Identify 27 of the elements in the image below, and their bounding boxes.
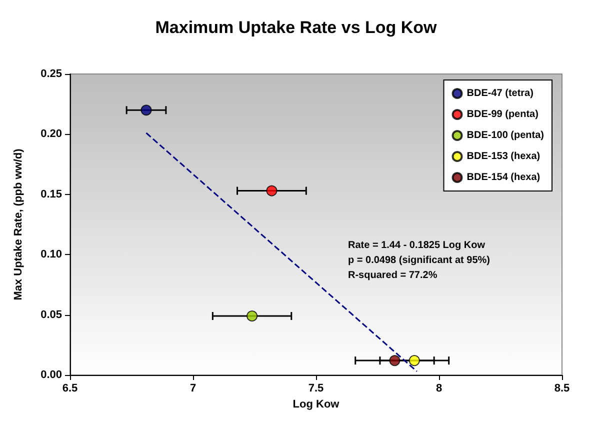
point <box>408 355 420 366</box>
x-tick-label: 7.5 <box>308 382 324 394</box>
x-tick-label: 7 <box>190 382 196 394</box>
x-axis-title: Log Kow <box>292 398 340 410</box>
y-tick-label: 0.10 <box>40 248 62 261</box>
legend-label: BDE-154 (hexa) <box>466 172 540 183</box>
y-tick-label: 0.00 <box>40 369 62 381</box>
x-tick-label: 8 <box>436 382 442 394</box>
legend-label: BDE-47 (tetra) <box>466 88 534 99</box>
annotation: R-squared = 77.2% <box>348 270 438 281</box>
annotation: p = 0.0498 (significant at 95%) <box>348 255 490 266</box>
legend-label: BDE-100 (penta) <box>466 130 544 141</box>
y-axis-title: Max Uptake Rate, (ppb ww/d) <box>12 148 24 300</box>
annotation: Rate = 1.44 - 0.1825 Log Kow <box>348 240 486 251</box>
y-tick-label: 0.25 <box>40 68 62 80</box>
y-tick-label: 0.15 <box>40 188 62 200</box>
point <box>266 185 278 196</box>
point <box>140 104 152 116</box>
y-tick-label: 0.20 <box>40 128 62 140</box>
legend-label: BDE-99 (penta) <box>466 109 538 120</box>
x-tick-label: 6.5 <box>62 382 78 394</box>
legend-label: BDE-153 (hexa) <box>466 151 540 162</box>
point <box>389 355 400 366</box>
x-tick-label: 8.5 <box>554 382 570 394</box>
point <box>246 310 258 322</box>
y-tick-label: 0.05 <box>40 308 62 321</box>
chart-title: Maximum Uptake Rate vs Log Kow <box>155 18 438 37</box>
